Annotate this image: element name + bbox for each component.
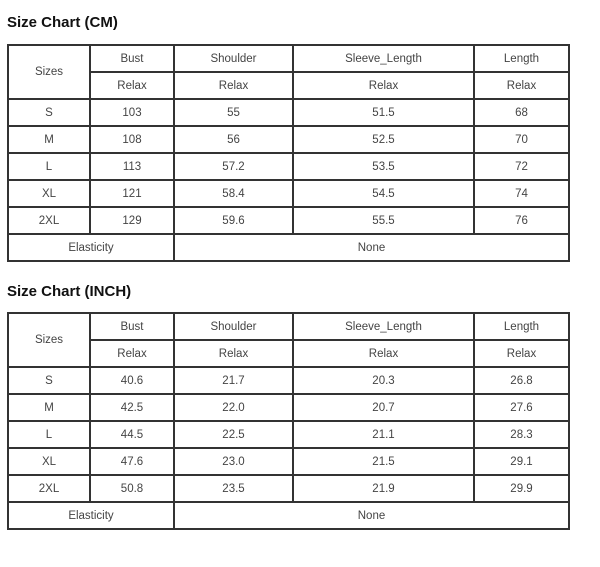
fit-subheader: Relax (173, 339, 294, 368)
elasticity-value: None (173, 501, 570, 530)
size-cell: 2XL (7, 474, 91, 503)
table-row: S 40.6 21.7 20.3 26.8 (7, 366, 570, 395)
measurement-cell: 40.6 (89, 366, 175, 395)
header-row: Sizes Bust Shoulder Sleeve_Length Length (7, 44, 570, 100)
sizes-header: Sizes (7, 312, 91, 368)
measurement-cell: 56 (173, 125, 294, 154)
column-header: Sleeve_Length (292, 44, 475, 73)
size-cell: XL (7, 179, 91, 208)
elasticity-value: None (173, 233, 570, 262)
measurement-cell: 108 (89, 125, 175, 154)
table-row: XL 47.6 23.0 21.5 29.1 (7, 447, 570, 476)
measurement-cell: 26.8 (473, 366, 570, 395)
measurement-cell: 129 (89, 206, 175, 235)
size-cell: S (7, 98, 91, 127)
measurement-cell: 21.9 (292, 474, 475, 503)
fit-subheader: Relax (473, 339, 570, 368)
measurement-cell: 70 (473, 125, 570, 154)
sizes-header: Sizes (7, 44, 91, 100)
measurement-cell: 121 (89, 179, 175, 208)
measurement-cell: 55.5 (292, 206, 475, 235)
measurement-cell: 27.6 (473, 393, 570, 422)
size-chart-title: Size Chart (INCH) (7, 283, 132, 300)
column-header: Length (473, 312, 570, 341)
elasticity-label: Elasticity (7, 233, 175, 262)
fit-subheader: Relax (89, 339, 175, 368)
header-row: Sizes Bust Shoulder Sleeve_Length Length (7, 312, 570, 368)
column-header: Shoulder (173, 312, 294, 341)
measurement-cell: 72 (473, 152, 570, 181)
size-cell: L (7, 420, 91, 449)
table-row: M 108 56 52.5 70 (7, 125, 570, 154)
column-header: Length (473, 44, 570, 73)
measurement-cell: 53.5 (292, 152, 475, 181)
measurement-cell: 22.0 (173, 393, 294, 422)
fit-subheader: Relax (173, 71, 294, 100)
elasticity-row: Elasticity None (7, 233, 570, 262)
table-row: S 103 55 51.5 68 (7, 98, 570, 127)
measurement-cell: 76 (473, 206, 570, 235)
column-header: Shoulder (173, 44, 294, 73)
fit-subheader: Relax (89, 71, 175, 100)
measurement-cell: 21.5 (292, 447, 475, 476)
measurement-cell: 44.5 (89, 420, 175, 449)
measurement-cell: 28.3 (473, 420, 570, 449)
subheader-row: Relax Relax Relax Relax (8, 339, 570, 368)
measurement-cell: 23.0 (173, 447, 294, 476)
measurement-cell: 57.2 (173, 152, 294, 181)
measurement-cell: 29.9 (473, 474, 570, 503)
measurement-cell: 74 (473, 179, 570, 208)
fit-subheader: Relax (292, 339, 475, 368)
size-cell: 2XL (7, 206, 91, 235)
table-row: L 44.5 22.5 21.1 28.3 (7, 420, 570, 449)
size-cell: L (7, 152, 91, 181)
measurement-cell: 29.1 (473, 447, 570, 476)
table-row: M 42.5 22.0 20.7 27.6 (7, 393, 570, 422)
measurement-cell: 50.8 (89, 474, 175, 503)
column-header: Bust (89, 312, 175, 341)
measurement-cell: 51.5 (292, 98, 475, 127)
elasticity-label: Elasticity (7, 501, 175, 530)
size-chart-table: Sizes Bust Shoulder Sleeve_Length Length Rela… (7, 44, 570, 262)
size-chart-table: Sizes Bust Shoulder Sleeve_Length Length Rela… (7, 312, 570, 530)
size-cell: XL (7, 447, 91, 476)
measurement-cell: 21.1 (292, 420, 475, 449)
measurement-cell: 22.5 (173, 420, 294, 449)
fit-subheader: Relax (292, 71, 475, 100)
measurement-cell: 21.7 (173, 366, 294, 395)
measurement-cell: 58.4 (173, 179, 294, 208)
measurement-cell: 52.5 (292, 125, 475, 154)
size-cell: M (7, 393, 91, 422)
size-cell: M (7, 125, 91, 154)
measurement-cell: 54.5 (292, 179, 475, 208)
measurement-cell: 103 (89, 98, 175, 127)
measurement-cell: 20.7 (292, 393, 475, 422)
measurement-cell: 20.3 (292, 366, 475, 395)
column-header: Sleeve_Length (292, 312, 475, 341)
measurement-cell: 68 (473, 98, 570, 127)
measurement-cell: 47.6 (89, 447, 175, 476)
table-row: XL 121 58.4 54.5 74 (7, 179, 570, 208)
measurement-cell: 113 (89, 152, 175, 181)
table-row: 2XL 129 59.6 55.5 76 (7, 206, 570, 235)
subheader-row: Relax Relax Relax Relax (8, 71, 570, 100)
table-row: 2XL 50.8 23.5 21.9 29.9 (7, 474, 570, 503)
elasticity-row: Elasticity None (7, 501, 570, 530)
size-chart-title: Size Chart (CM) (7, 14, 118, 31)
measurement-cell: 55 (173, 98, 294, 127)
measurement-cell: 59.6 (173, 206, 294, 235)
table-row: L 113 57.2 53.5 72 (7, 152, 570, 181)
measurement-cell: 23.5 (173, 474, 294, 503)
size-cell: S (7, 366, 91, 395)
fit-subheader: Relax (473, 71, 570, 100)
column-header: Bust (89, 44, 175, 73)
measurement-cell: 42.5 (89, 393, 175, 422)
